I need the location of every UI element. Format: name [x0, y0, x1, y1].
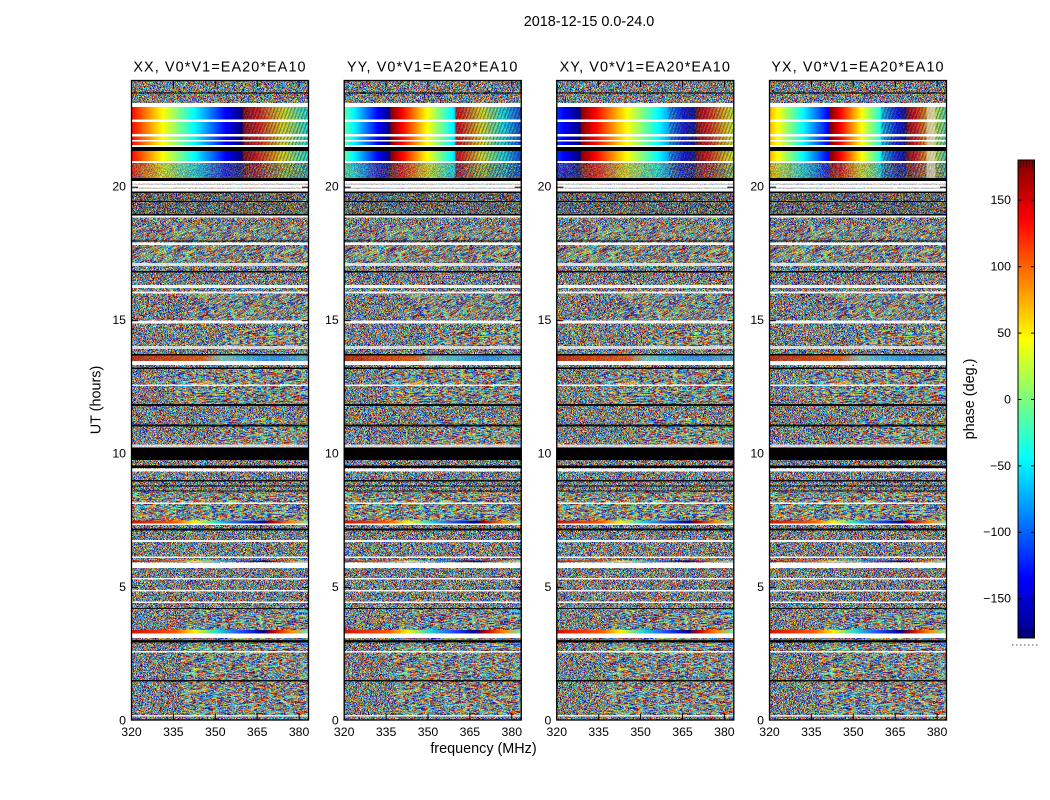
svg-text:350: 350: [843, 725, 864, 739]
svg-text:100: 100: [990, 260, 1011, 274]
svg-text:335: 335: [163, 725, 184, 739]
svg-text:350: 350: [630, 725, 651, 739]
svg-text:20: 20: [325, 180, 339, 194]
svg-text:20: 20: [112, 180, 126, 194]
svg-text:380: 380: [289, 725, 310, 739]
svg-text:320: 320: [334, 725, 355, 739]
svg-text:XY, V0*V1=EA20*EA10: XY, V0*V1=EA20*EA10: [560, 60, 731, 76]
svg-text:335: 335: [588, 725, 609, 739]
svg-text:15: 15: [750, 313, 764, 327]
svg-text:365: 365: [885, 725, 906, 739]
svg-text:350: 350: [418, 725, 439, 739]
svg-text:−50: −50: [990, 459, 1011, 473]
svg-text:320: 320: [759, 725, 780, 739]
svg-text:15: 15: [325, 313, 339, 327]
svg-text:10: 10: [750, 447, 764, 461]
svg-text:380: 380: [502, 725, 523, 739]
svg-text:0: 0: [119, 713, 126, 727]
svg-text:20: 20: [750, 180, 764, 194]
svg-text:5: 5: [332, 580, 339, 594]
svg-text:10: 10: [325, 447, 339, 461]
svg-text:10: 10: [112, 447, 126, 461]
svg-text:350: 350: [205, 725, 226, 739]
svg-text:5: 5: [757, 580, 764, 594]
svg-text:0: 0: [544, 713, 551, 727]
svg-text:YY, V0*V1=EA20*EA10: YY, V0*V1=EA20*EA10: [347, 60, 518, 76]
svg-text:YX, V0*V1=EA20*EA10: YX, V0*V1=EA20*EA10: [771, 60, 944, 76]
svg-text:10: 10: [538, 447, 552, 461]
svg-text:365: 365: [672, 725, 693, 739]
svg-text:20: 20: [538, 180, 552, 194]
svg-text:0: 0: [332, 713, 339, 727]
svg-text:5: 5: [119, 580, 126, 594]
svg-text:380: 380: [714, 725, 735, 739]
svg-text:15: 15: [538, 313, 552, 327]
svg-text:−100: −100: [983, 525, 1011, 539]
svg-text:335: 335: [376, 725, 397, 739]
svg-text:380: 380: [927, 725, 948, 739]
svg-text:365: 365: [460, 725, 481, 739]
svg-text:365: 365: [247, 725, 268, 739]
svg-text:150: 150: [990, 193, 1011, 207]
svg-text:50: 50: [997, 326, 1011, 340]
svg-text:5: 5: [544, 580, 551, 594]
svg-text:335: 335: [801, 725, 822, 739]
svg-text:−150: −150: [983, 592, 1011, 606]
svg-text:320: 320: [547, 725, 568, 739]
svg-text:15: 15: [112, 313, 126, 327]
svg-text:320: 320: [121, 725, 142, 739]
svg-text:XX, V0*V1=EA20*EA10: XX, V0*V1=EA20*EA10: [133, 60, 306, 76]
svg-text:frequency (MHz): frequency (MHz): [430, 741, 536, 757]
svg-text:phase (deg.): phase (deg.): [962, 359, 978, 440]
svg-text:2018-12-15 0.0-24.0: 2018-12-15 0.0-24.0: [524, 14, 654, 30]
svg-text:0: 0: [757, 713, 764, 727]
svg-text:UT (hours): UT (hours): [89, 366, 105, 435]
svg-text:0: 0: [1004, 392, 1011, 406]
